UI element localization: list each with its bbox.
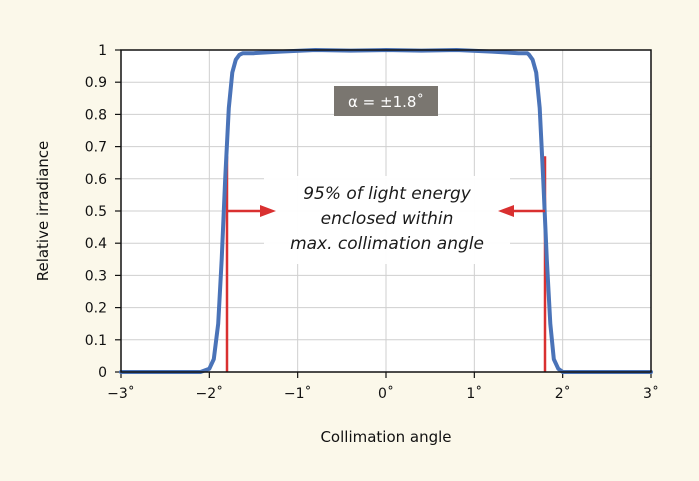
x-axis-ticks: −3˚ −2˚ −1˚ 0˚ 1˚ 2˚ 3˚: [107, 372, 659, 402]
y-tick-label: 0.7: [85, 140, 107, 156]
y-axis-ticks: 0 0.1 0.2 0.3 0.4 0.5 0.6 0.7 0.8 0.9 1: [85, 43, 121, 381]
annotation-line-3: max. collimation angle: [290, 234, 484, 254]
y-tick-label: 1: [98, 43, 107, 59]
y-tick-label: 0.6: [85, 172, 107, 188]
plot-frame: [120, 49, 652, 373]
x-tick-label: 2˚: [555, 385, 571, 402]
badge-box: [334, 86, 438, 116]
alpha-badge: α = ±1.8˚: [334, 86, 438, 116]
y-tick-label: 0.5: [85, 204, 107, 220]
annotation-box: [264, 176, 510, 264]
annotation-note: 95% of light energy enclosed within max.…: [264, 176, 510, 264]
x-tick-label: −1˚: [284, 385, 312, 402]
x-tick-label: 1˚: [466, 385, 482, 402]
x-tick-label: −3˚: [107, 385, 135, 402]
x-tick-label: 0˚: [378, 385, 394, 402]
x-tick-label: −2˚: [196, 385, 224, 402]
annotation-arrows: [227, 205, 545, 217]
y-tick-label: 0.2: [85, 301, 107, 317]
y-tick-label: 0.4: [85, 236, 107, 252]
y-tick-label: 0.8: [85, 107, 107, 123]
y-tick-label: 0.1: [85, 333, 107, 349]
y-tick-label: 0.9: [85, 75, 107, 91]
y-tick-label: 0: [98, 365, 107, 381]
x-tick-label: 3˚: [643, 385, 659, 402]
annotation-line-1: 95% of light energy: [303, 184, 472, 204]
right-arrow-head: [498, 205, 514, 217]
y-tick-label: 0.3: [85, 268, 107, 284]
x-axis-label: Collimation angle: [320, 428, 451, 446]
left-arrow-head: [260, 205, 276, 217]
badge-label: α = ±1.8˚: [348, 93, 424, 111]
annotation-line-2: enclosed within: [321, 209, 454, 229]
y-axis-label: Relative irradiance: [34, 141, 52, 282]
